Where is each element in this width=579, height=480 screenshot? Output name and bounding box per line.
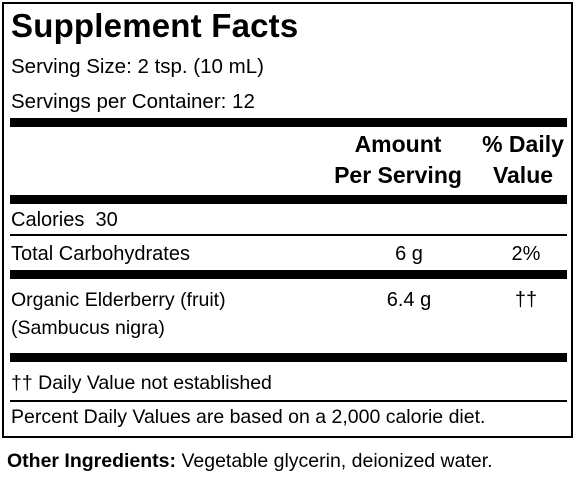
total-carbohydrates-daily-value: 2% <box>511 243 541 265</box>
organic-elderberry-name: Organic Elderberry (fruit) (Sambucus nig… <box>11 286 226 342</box>
other-ingredients: Other Ingredients: Vegetable glycerin, d… <box>7 448 493 474</box>
column-header-amount-line1: Amount <box>354 131 442 157</box>
organic-elderberry-amount: 6.4 g <box>386 289 432 311</box>
other-ingredients-value: Vegetable glycerin, deionized water. <box>176 450 493 472</box>
divider-thick <box>10 195 567 204</box>
serving-size: Serving Size: 2 tsp. (10 mL) <box>11 55 264 78</box>
column-header-dv-line2: Value <box>492 162 554 188</box>
organic-elderberry-name-line2: (Sambucus nigra) <box>11 317 165 339</box>
column-header-dv-line1: % Daily <box>482 131 564 157</box>
total-carbohydrates-name: Total Carbohydrates <box>11 243 190 265</box>
total-carbohydrates-amount: 6 g <box>395 243 423 265</box>
column-header-daily-value: % Daily Value <box>476 129 570 191</box>
divider-thick <box>10 118 567 127</box>
organic-elderberry-daily-value: †† <box>514 289 538 311</box>
column-header-amount-line2: Per Serving <box>334 162 462 188</box>
divider-thin <box>10 234 567 236</box>
divider-thin <box>10 400 567 402</box>
other-ingredients-label: Other Ingredients: <box>7 450 177 472</box>
divider-thick <box>10 353 567 362</box>
panel-title: Supplement Facts <box>11 7 299 44</box>
calories-row: Calories 30 <box>11 209 118 231</box>
supplement-facts-panel: Supplement Facts Serving Size: 2 tsp. (1… <box>2 2 573 438</box>
divider-thick <box>10 270 567 279</box>
footnote-not-established: †† Daily Value not established <box>11 372 272 394</box>
footnote-percent-daily-values: Percent Daily Values are based on a 2,00… <box>11 406 486 428</box>
servings-per-container: Servings per Container: 12 <box>11 90 255 113</box>
organic-elderberry-name-line1: Organic Elderberry (fruit) <box>11 289 226 311</box>
column-header-amount: Amount Per Serving <box>317 129 479 191</box>
